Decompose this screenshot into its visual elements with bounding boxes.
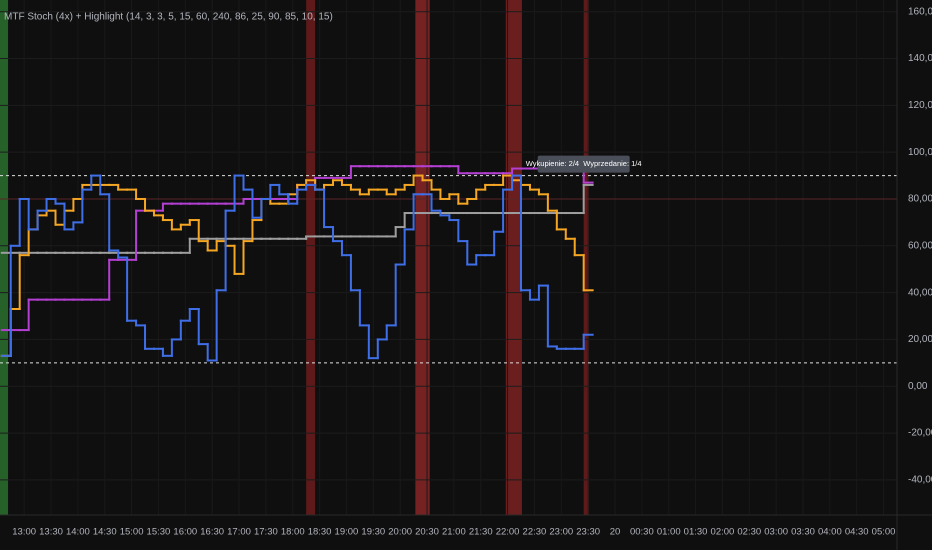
x-tick-label: 18:00 bbox=[281, 527, 305, 538]
x-tick-label: 20 bbox=[610, 527, 621, 538]
x-tick-label: 04:00 bbox=[818, 527, 842, 538]
x-tick-label: 19:30 bbox=[361, 527, 385, 538]
highlight-band bbox=[0, 0, 9, 515]
y-tick-label: -40,00 bbox=[908, 475, 932, 486]
x-tick-label: 21:00 bbox=[442, 527, 466, 538]
x-tick-label: 01:30 bbox=[684, 527, 708, 538]
x-tick-label: 23:30 bbox=[576, 527, 600, 538]
y-tick-label: 100,00 bbox=[908, 147, 932, 158]
highlight-band bbox=[505, 0, 522, 515]
x-tick-label: 18:30 bbox=[308, 527, 332, 538]
x-tick-label: 21:30 bbox=[469, 527, 493, 538]
y-tick-label: 140,00 bbox=[908, 53, 932, 64]
x-tick-label: 17:30 bbox=[254, 527, 278, 538]
x-tick-label: 20:00 bbox=[388, 527, 412, 538]
x-tick-label: 03:00 bbox=[764, 527, 788, 538]
x-tick-label: 02:30 bbox=[737, 527, 761, 538]
grid-layer bbox=[0, 11, 897, 481]
series-layer bbox=[0, 165, 897, 364]
y-tick-label: 120,00 bbox=[908, 100, 932, 111]
x-tick-label: 05:00 bbox=[872, 527, 896, 538]
x-tick-label: 15:30 bbox=[147, 527, 171, 538]
x-tick-label: 03:30 bbox=[791, 527, 815, 538]
y-tick-label: -20,00 bbox=[908, 428, 932, 439]
y-tick-label: 20,00 bbox=[908, 334, 932, 345]
x-tick-label: 14:00 bbox=[66, 527, 90, 538]
x-tick-label: 22:30 bbox=[523, 527, 547, 538]
x-tick-label: 01:00 bbox=[657, 527, 681, 538]
x-tick-label: 02:00 bbox=[711, 527, 735, 538]
x-tick-label: 15:00 bbox=[120, 527, 144, 538]
annotation: Wykupienie: 2/4 Wyprzedanie: 1/4 bbox=[526, 159, 642, 168]
y-tick-label: 40,00 bbox=[908, 287, 932, 298]
x-tick-label: 20:30 bbox=[415, 527, 439, 538]
highlight-band bbox=[415, 0, 430, 515]
x-tick-label: 16:00 bbox=[173, 527, 197, 538]
chart-title: MTF Stoch (4x) + Highlight (14, 3, 3, 5,… bbox=[4, 12, 333, 23]
x-tick-label: 13:00 bbox=[12, 527, 36, 538]
x-tick-label: 17:00 bbox=[227, 527, 251, 538]
x-tick-label: 13:30 bbox=[39, 527, 63, 538]
y-tick-label: 160,00 bbox=[908, 6, 932, 17]
x-tick-label: 16:30 bbox=[200, 527, 224, 538]
x-tick-label: 14:30 bbox=[93, 527, 117, 538]
x-tick-label: 00:30 bbox=[630, 527, 654, 538]
x-tick-label: 19:00 bbox=[335, 527, 359, 538]
x-tick-label: 04:30 bbox=[845, 527, 869, 538]
y-tick-label: 60,00 bbox=[908, 240, 932, 251]
highlight-band bbox=[583, 0, 590, 515]
highlight-band bbox=[306, 0, 316, 515]
x-tick-label: 22:00 bbox=[496, 527, 520, 538]
annotation-box bbox=[537, 155, 630, 173]
y-tick-label: 80,00 bbox=[908, 194, 932, 205]
x-tick-label: 23:00 bbox=[549, 527, 573, 538]
y-tick-label: 0,00 bbox=[908, 381, 928, 392]
